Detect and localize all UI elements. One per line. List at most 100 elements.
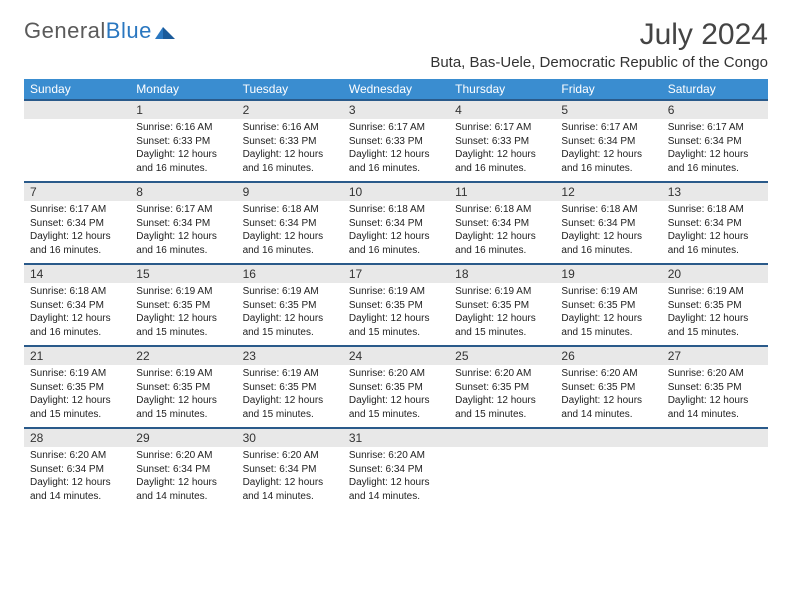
day-cell: Sunrise: 6:19 AMSunset: 6:35 PMDaylight:… <box>130 365 236 427</box>
daylight-text: Daylight: 12 hours and 16 minutes. <box>668 230 762 257</box>
day-number: 3 <box>343 101 449 119</box>
sunrise-text: Sunrise: 6:20 AM <box>668 367 762 381</box>
sunset-text: Sunset: 6:35 PM <box>349 299 443 313</box>
sunset-text: Sunset: 6:35 PM <box>243 381 337 395</box>
day-header: Wednesday <box>343 79 449 99</box>
day-cell: Sunrise: 6:20 AMSunset: 6:34 PMDaylight:… <box>24 447 130 509</box>
title-block: July 2024 Buta, Bas-Uele, Democratic Rep… <box>430 18 768 71</box>
sunrise-text: Sunrise: 6:20 AM <box>349 367 443 381</box>
day-cell <box>449 447 555 509</box>
sunrise-text: Sunrise: 6:17 AM <box>668 121 762 135</box>
day-cell: Sunrise: 6:18 AMSunset: 6:34 PMDaylight:… <box>237 201 343 263</box>
sunset-text: Sunset: 6:33 PM <box>455 135 549 149</box>
day-header: Tuesday <box>237 79 343 99</box>
sunrise-text: Sunrise: 6:20 AM <box>243 449 337 463</box>
daylight-text: Daylight: 12 hours and 14 minutes. <box>668 394 762 421</box>
sunrise-text: Sunrise: 6:20 AM <box>30 449 124 463</box>
sunset-text: Sunset: 6:34 PM <box>349 217 443 231</box>
day-number: 4 <box>449 101 555 119</box>
sunset-text: Sunset: 6:35 PM <box>30 381 124 395</box>
daynum-row: .123456 <box>24 101 768 119</box>
day-number: 23 <box>237 347 343 365</box>
daylight-text: Daylight: 12 hours and 14 minutes. <box>136 476 230 503</box>
day-cell: Sunrise: 6:17 AMSunset: 6:34 PMDaylight:… <box>24 201 130 263</box>
sunrise-text: Sunrise: 6:17 AM <box>455 121 549 135</box>
day-cell: Sunrise: 6:19 AMSunset: 6:35 PMDaylight:… <box>130 283 236 345</box>
day-cell: Sunrise: 6:17 AMSunset: 6:34 PMDaylight:… <box>555 119 661 181</box>
sunrise-text: Sunrise: 6:20 AM <box>349 449 443 463</box>
content-row: Sunrise: 6:17 AMSunset: 6:34 PMDaylight:… <box>24 201 768 263</box>
day-number: 11 <box>449 183 555 201</box>
logo: GeneralBlue <box>24 18 177 44</box>
day-header: Friday <box>555 79 661 99</box>
week-block: 28293031...Sunrise: 6:20 AMSunset: 6:34 … <box>24 427 768 509</box>
daylight-text: Daylight: 12 hours and 16 minutes. <box>243 230 337 257</box>
header: GeneralBlue July 2024 Buta, Bas-Uele, De… <box>24 18 768 71</box>
daylight-text: Daylight: 12 hours and 16 minutes. <box>30 230 124 257</box>
day-cell: Sunrise: 6:17 AMSunset: 6:33 PMDaylight:… <box>343 119 449 181</box>
day-number: 10 <box>343 183 449 201</box>
content-row: Sunrise: 6:19 AMSunset: 6:35 PMDaylight:… <box>24 365 768 427</box>
sunset-text: Sunset: 6:33 PM <box>136 135 230 149</box>
day-number: 17 <box>343 265 449 283</box>
sunrise-text: Sunrise: 6:16 AM <box>243 121 337 135</box>
day-number: 15 <box>130 265 236 283</box>
sunset-text: Sunset: 6:35 PM <box>668 299 762 313</box>
sunset-text: Sunset: 6:35 PM <box>668 381 762 395</box>
daylight-text: Daylight: 12 hours and 14 minutes. <box>243 476 337 503</box>
daylight-text: Daylight: 12 hours and 15 minutes. <box>455 394 549 421</box>
sunrise-text: Sunrise: 6:19 AM <box>455 285 549 299</box>
daylight-text: Daylight: 12 hours and 14 minutes. <box>349 476 443 503</box>
content-row: Sunrise: 6:16 AMSunset: 6:33 PMDaylight:… <box>24 119 768 181</box>
day-cell <box>662 447 768 509</box>
day-number: 16 <box>237 265 343 283</box>
sunrise-text: Sunrise: 6:16 AM <box>136 121 230 135</box>
day-number: 31 <box>343 429 449 447</box>
daylight-text: Daylight: 12 hours and 16 minutes. <box>243 148 337 175</box>
sunset-text: Sunset: 6:35 PM <box>455 381 549 395</box>
sunrise-text: Sunrise: 6:20 AM <box>561 367 655 381</box>
day-cell: Sunrise: 6:19 AMSunset: 6:35 PMDaylight:… <box>449 283 555 345</box>
week-block: 21222324252627Sunrise: 6:19 AMSunset: 6:… <box>24 345 768 427</box>
day-number: 26 <box>555 347 661 365</box>
daylight-text: Daylight: 12 hours and 15 minutes. <box>668 312 762 339</box>
sunset-text: Sunset: 6:35 PM <box>455 299 549 313</box>
day-header: Saturday <box>662 79 768 99</box>
sunset-text: Sunset: 6:35 PM <box>349 381 443 395</box>
sunset-text: Sunset: 6:35 PM <box>136 381 230 395</box>
sunset-text: Sunset: 6:34 PM <box>243 217 337 231</box>
day-number: 5 <box>555 101 661 119</box>
sunset-text: Sunset: 6:34 PM <box>243 463 337 477</box>
day-cell: Sunrise: 6:17 AMSunset: 6:33 PMDaylight:… <box>449 119 555 181</box>
day-cell: Sunrise: 6:18 AMSunset: 6:34 PMDaylight:… <box>449 201 555 263</box>
daylight-text: Daylight: 12 hours and 16 minutes. <box>561 148 655 175</box>
sunrise-text: Sunrise: 6:19 AM <box>668 285 762 299</box>
daylight-text: Daylight: 12 hours and 16 minutes. <box>136 230 230 257</box>
sunset-text: Sunset: 6:35 PM <box>243 299 337 313</box>
day-number: 9 <box>237 183 343 201</box>
day-cell: Sunrise: 6:20 AMSunset: 6:34 PMDaylight:… <box>237 447 343 509</box>
sunrise-text: Sunrise: 6:19 AM <box>136 285 230 299</box>
day-number: 18 <box>449 265 555 283</box>
location: Buta, Bas-Uele, Democratic Republic of t… <box>430 54 768 71</box>
day-number: . <box>662 429 768 447</box>
day-number: 20 <box>662 265 768 283</box>
day-cell: Sunrise: 6:20 AMSunset: 6:35 PMDaylight:… <box>449 365 555 427</box>
day-number: 1 <box>130 101 236 119</box>
day-cell: Sunrise: 6:19 AMSunset: 6:35 PMDaylight:… <box>662 283 768 345</box>
daylight-text: Daylight: 12 hours and 15 minutes. <box>136 394 230 421</box>
day-cell: Sunrise: 6:18 AMSunset: 6:34 PMDaylight:… <box>24 283 130 345</box>
sunrise-text: Sunrise: 6:19 AM <box>243 367 337 381</box>
sunrise-text: Sunrise: 6:18 AM <box>561 203 655 217</box>
day-cell <box>24 119 130 181</box>
sunrise-text: Sunrise: 6:17 AM <box>349 121 443 135</box>
daynum-row: 14151617181920 <box>24 265 768 283</box>
logo-icon <box>155 23 177 39</box>
daylight-text: Daylight: 12 hours and 15 minutes. <box>30 394 124 421</box>
day-cell: Sunrise: 6:19 AMSunset: 6:35 PMDaylight:… <box>555 283 661 345</box>
daylight-text: Daylight: 12 hours and 14 minutes. <box>561 394 655 421</box>
day-number: 24 <box>343 347 449 365</box>
day-header: Monday <box>130 79 236 99</box>
day-cell <box>555 447 661 509</box>
sunset-text: Sunset: 6:35 PM <box>561 381 655 395</box>
